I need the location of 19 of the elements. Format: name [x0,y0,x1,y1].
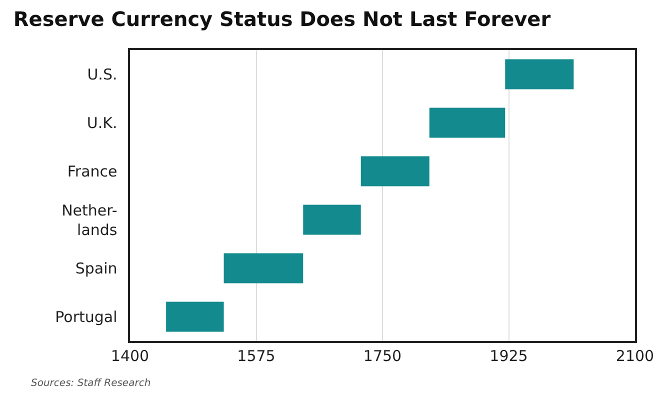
x-tick-label: 1575 [237,346,276,365]
x-tick-label: 1925 [490,346,528,365]
y-tick-label: Spain [75,260,118,278]
x-tick-label: 1750 [363,346,402,365]
y-tick-label: Nether- lands [62,201,118,239]
bar [224,253,304,284]
bar [166,302,224,332]
bar [303,204,361,235]
y-tick-label: U.S. [87,66,118,84]
y-tick-label: France [67,162,118,180]
chart-title: Reserve Currency Status Does Not Last Forever [13,7,551,32]
bar [505,59,574,90]
source-note: Sources: Staff Research [31,378,151,389]
bar [360,156,430,186]
y-tick-label: U.K. [86,114,118,132]
x-tick-label: 2100 [616,346,654,365]
x-tick-label: 1400 [110,346,150,365]
bar [429,108,506,138]
y-tick-label: Portugal [55,308,118,326]
